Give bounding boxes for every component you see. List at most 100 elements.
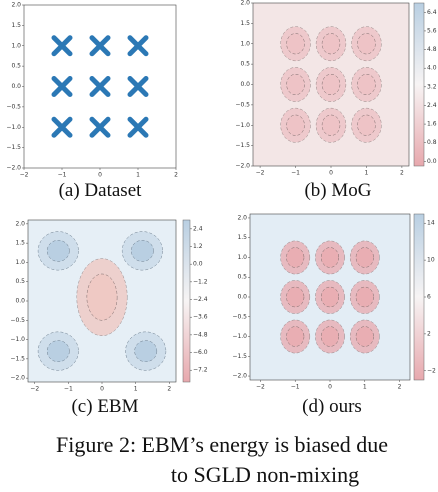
figure-caption: to SGLD non-mixing xyxy=(171,462,359,487)
y-tick-label: 0.5 xyxy=(237,274,247,281)
energy-well-core xyxy=(355,247,374,268)
cluster-mark xyxy=(89,76,111,97)
panel-caption: (b) MoG xyxy=(304,180,371,201)
plot-area xyxy=(250,214,410,380)
y-tick-label: −0.5 xyxy=(10,317,25,324)
y-tick-label: −2.0 xyxy=(6,165,21,172)
y-tick-label: 1.0 xyxy=(11,42,21,49)
energy-well-core xyxy=(320,247,340,268)
colorbar-tick-label: 2 xyxy=(427,330,431,337)
y-tick-label: −2.0 xyxy=(232,373,247,380)
cluster-mark xyxy=(51,35,73,57)
y-tick-label: −1.5 xyxy=(232,353,247,360)
plot-area xyxy=(253,3,409,166)
y-tick-label: −1.0 xyxy=(232,333,247,340)
colorbar-tick-label: −2 xyxy=(427,367,436,374)
colorbar-tick-label: 1.2 xyxy=(193,243,203,250)
energy-well-core xyxy=(286,114,305,136)
y-tick-label: −1.5 xyxy=(235,142,250,149)
y-tick-label: 2.0 xyxy=(15,220,25,227)
y-tick-label: 1.5 xyxy=(240,20,250,27)
y-tick-label: 0.0 xyxy=(240,81,250,88)
x-tick-label: 1 xyxy=(136,172,140,179)
colorbar xyxy=(182,219,191,383)
colorbar-tick-label: −1.2 xyxy=(193,278,208,285)
colorbar-tick-label: 5.6 xyxy=(427,27,437,34)
colorbar-tick-label: −7.2 xyxy=(193,367,208,374)
cluster-mark xyxy=(51,116,73,138)
energy-well-core xyxy=(357,33,376,55)
colorbar-tick-label: 0.0 xyxy=(193,261,203,268)
colorbar-tick-label: 2.4 xyxy=(193,225,203,232)
colorbar-tick-label: 4.8 xyxy=(427,46,437,53)
contour-lobe xyxy=(46,240,70,262)
panel-caption: (d) ours xyxy=(302,396,362,417)
energy-well-core xyxy=(86,273,118,321)
colorbar-tick-label: 14 xyxy=(427,220,435,227)
y-tick-label: −1.0 xyxy=(235,122,250,129)
plot-area xyxy=(51,35,149,138)
y-tick-label: 1.5 xyxy=(11,22,21,29)
x-tick-label: −2 xyxy=(30,386,39,393)
colorbar-tick-label: −3.6 xyxy=(193,314,208,321)
colorbar-tick-label: −6.0 xyxy=(193,349,208,356)
cluster-mark xyxy=(51,76,73,97)
y-tick-label: 0.0 xyxy=(237,294,247,301)
y-tick-label: −0.5 xyxy=(232,313,247,320)
colorbar-tick-label: 2.4 xyxy=(427,102,437,109)
energy-well-core xyxy=(357,73,376,96)
y-tick-label: −0.5 xyxy=(6,103,21,110)
colorbar-tick-label: 1.6 xyxy=(427,121,437,128)
x-tick-label: 0 xyxy=(329,170,333,177)
cluster-mark xyxy=(89,116,111,138)
y-tick-label: 2.0 xyxy=(237,214,247,221)
x-tick-label: −2 xyxy=(20,172,29,179)
figure-caption: Figure 2: EBM’s energy is biased due xyxy=(56,432,388,457)
energy-well-core xyxy=(286,326,305,347)
x-tick-label: −1 xyxy=(291,384,300,391)
y-tick-label: 2.0 xyxy=(240,0,250,7)
x-tick-label: 0 xyxy=(328,384,332,391)
energy-well-core xyxy=(320,326,340,347)
y-tick-label: 1.5 xyxy=(237,234,247,241)
y-tick-label: 2.0 xyxy=(11,2,21,9)
x-tick-label: 2 xyxy=(400,170,404,177)
y-tick-label: −1.0 xyxy=(10,336,25,343)
energy-well-core xyxy=(355,326,374,347)
x-tick-label: 1 xyxy=(365,170,369,177)
y-tick-label: 1.0 xyxy=(237,254,247,261)
colorbar xyxy=(413,2,425,167)
energy-well-core xyxy=(286,33,305,55)
cluster-mark xyxy=(127,76,149,97)
y-tick-label: −1.5 xyxy=(10,355,25,362)
colorbar-tick-label: 6 xyxy=(427,294,431,301)
cluster-mark xyxy=(127,35,149,57)
y-tick-label: −1.0 xyxy=(6,124,21,131)
x-tick-label: 0 xyxy=(100,386,104,393)
energy-well-core xyxy=(321,73,341,96)
x-tick-label: −1 xyxy=(64,386,73,393)
y-tick-label: 1.5 xyxy=(15,240,25,247)
y-tick-label: −2.0 xyxy=(235,163,250,170)
panel-caption: (a) Dataset xyxy=(59,180,143,201)
y-tick-label: −0.5 xyxy=(235,101,250,108)
x-tick-label: 1 xyxy=(134,386,138,393)
x-tick-label: 2 xyxy=(167,386,171,393)
y-tick-label: 0.5 xyxy=(11,63,21,70)
x-tick-label: −1 xyxy=(291,170,300,177)
y-tick-label: −2.0 xyxy=(10,375,25,382)
x-tick-label: 1 xyxy=(363,384,367,391)
contour-lobe xyxy=(134,340,158,362)
cluster-mark xyxy=(89,35,111,57)
y-tick-label: 0.0 xyxy=(15,298,25,305)
x-tick-label: −2 xyxy=(256,170,265,177)
energy-well-core xyxy=(355,286,374,308)
energy-well-core xyxy=(286,286,305,308)
y-tick-label: 1.0 xyxy=(240,40,250,47)
y-tick-label: 0.5 xyxy=(15,278,25,285)
energy-well-core xyxy=(357,114,376,136)
colorbar xyxy=(413,213,425,381)
x-tick-label: −1 xyxy=(58,172,67,179)
x-tick-label: 0 xyxy=(98,172,102,179)
